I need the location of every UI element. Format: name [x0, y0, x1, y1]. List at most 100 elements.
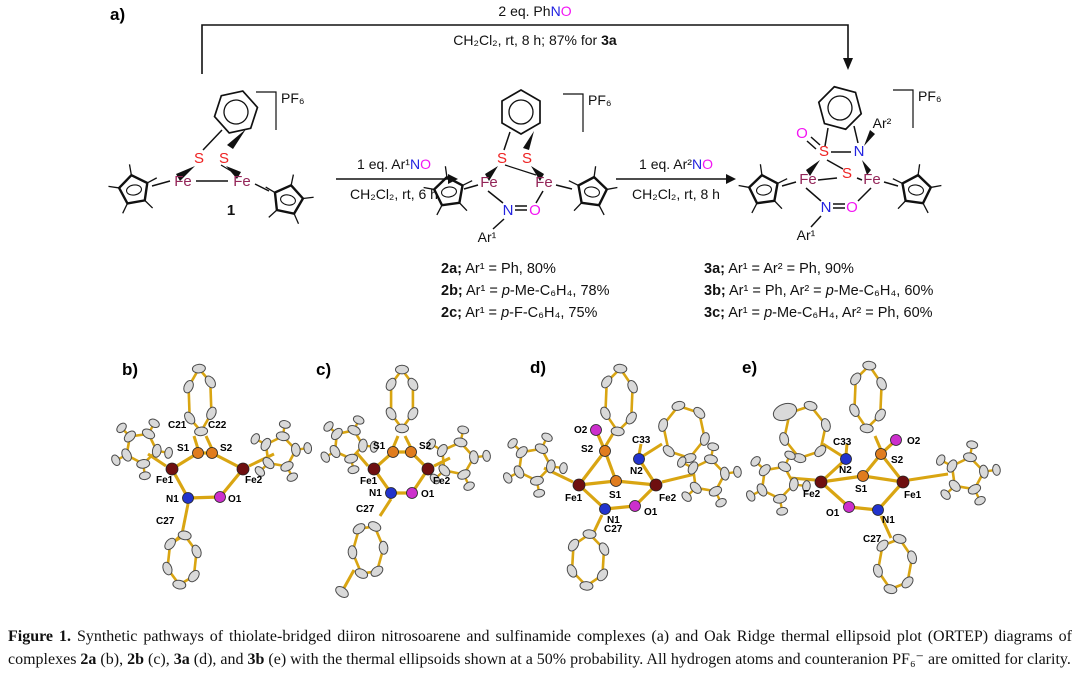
atom-label-o2: O2	[907, 436, 921, 447]
arrow1-reagent: 1 eq. Ar¹NO	[357, 156, 431, 172]
atom-label-s2: S2	[419, 441, 432, 452]
atom-label-s2: S2	[220, 443, 233, 454]
atom-label-n1: N1	[882, 515, 895, 526]
atom-o1	[406, 487, 418, 499]
panel-label-b: b)	[122, 360, 139, 379]
atom-fe2	[236, 462, 250, 476]
atom-label-fe2: Fe2	[659, 493, 677, 504]
atom-label-c33: C33	[632, 435, 651, 446]
ortep-panel-d: O2 S2 N2 Fe1 S1 Fe2 N1 O1 C33 C27	[502, 363, 742, 591]
atom-s2	[599, 445, 611, 457]
counterion-pf6: PF₆	[281, 90, 305, 106]
s3-iron-label: Fe	[863, 171, 881, 188]
structure-1: S S Fe Fe 1 PF₆	[104, 84, 319, 227]
counterion-pf6: PF₆	[588, 92, 612, 108]
atom-label-fe1: Fe1	[904, 490, 922, 501]
atom-label-o1: O1	[644, 507, 658, 518]
s2-sulfur-label: S	[522, 150, 532, 167]
s3-nitroso-oxygen-label: O	[846, 199, 858, 216]
atom-label-n1: N1	[607, 515, 620, 526]
atom-fe2	[649, 478, 663, 492]
structure-3: O S N Ar² S Fe Fe N O Ar¹	[734, 80, 946, 243]
salt-bracket	[893, 89, 914, 128]
atom-o1	[214, 491, 226, 503]
product-entry: 3b; Ar¹ = Ph, Ar² = p-Me-C₆H₄, 60%	[704, 283, 934, 299]
long-top-arrow	[201, 24, 853, 74]
products-2-list: 2a; Ar¹ = Ph, 80% 2b; Ar¹ = p-Me-C₆H₄, 78…	[441, 258, 610, 324]
panel-label-e: e)	[742, 358, 758, 377]
atom-label-o2: O2	[574, 425, 588, 436]
atom-o1	[843, 501, 855, 513]
reaction-scheme-svg: S S Fe Fe 1 PF₆ S S	[104, 24, 946, 245]
panel-label-d: d)	[530, 358, 547, 377]
top-arrow-reagent: 2 eq. PhNO	[498, 3, 572, 19]
atom-label-n1: N1	[166, 494, 179, 505]
s1-sulfur-label: S	[219, 150, 229, 167]
atom-n1	[385, 487, 397, 499]
s3-ar1-label: Ar¹	[797, 227, 816, 243]
atom-label-s1: S1	[177, 443, 190, 454]
ortep-panel-b: S1 S2 Fe1 Fe2 N1 O1 C21 C22 C27	[111, 363, 313, 590]
s1-iron-label: Fe	[174, 173, 192, 190]
atom-label-c21: C21	[168, 420, 187, 431]
s2-nitrogen-label: N	[503, 202, 514, 219]
atom-s1	[857, 470, 869, 482]
atom-label-fe1: Fe1	[565, 493, 583, 504]
atom-fe1	[896, 475, 910, 489]
atom-label-s1: S1	[609, 490, 622, 501]
atom-fe1	[165, 462, 179, 476]
figure-caption: Figure 1. Synthetic pathways of thiolate…	[8, 628, 1073, 668]
atom-label-fe1: Fe1	[360, 476, 378, 487]
reaction-arrow-1	[336, 174, 458, 184]
atom-label-c27: C27	[604, 524, 623, 535]
salt-bracket	[256, 91, 277, 130]
atom-n1	[872, 504, 884, 516]
atom-label-c33: C33	[833, 437, 852, 448]
reaction-arrow-2	[616, 174, 736, 184]
product-entry: 3c; Ar¹ = p-Me-C₆H₄, Ar² = Ph, 60%	[704, 305, 933, 321]
atom-label-s2: S2	[581, 444, 594, 455]
s2-iron-label: Fe	[480, 174, 498, 191]
atom-label-fe1: Fe1	[156, 475, 174, 486]
atom-label-s1: S1	[855, 484, 868, 495]
structure-2: S S Fe Fe N O Ar¹ PF₆	[419, 89, 622, 245]
products-3-list: 3a; Ar¹ = Ar² = Ph, 90% 3b; Ar¹ = Ph, Ar²…	[704, 258, 933, 324]
s3-nitroso-nitrogen-label: N	[821, 199, 832, 216]
s1-sulfur-label: S	[194, 150, 204, 167]
s3-ar2-label: Ar²	[873, 115, 892, 131]
atom-label-fe2: Fe2	[245, 475, 263, 486]
atom-label-c27: C27	[156, 516, 175, 527]
s3-sulfinyl-sulfur-label: S	[819, 143, 829, 160]
compound-1-number: 1	[227, 202, 235, 219]
atom-n1	[599, 503, 611, 515]
atom-fe2	[814, 475, 828, 489]
atom-label-n1: N1	[369, 488, 382, 499]
atom-fe2	[421, 462, 435, 476]
arrow2-reagent: 1 eq. Ar²NO	[639, 156, 713, 172]
atom-label-fe2: Fe2	[803, 489, 821, 500]
arrow1-conditions: CH₂Cl₂, rt, 6 h	[350, 186, 438, 202]
atom-n2	[840, 453, 852, 465]
s2-oxygen-label: O	[529, 202, 541, 219]
salt-bracket	[563, 93, 584, 132]
atom-s1	[387, 446, 399, 458]
atom-label-n2: N2	[839, 465, 852, 476]
atom-label-fe2: Fe2	[433, 476, 451, 487]
atom-label-s2: S2	[891, 455, 904, 466]
top-arrow-conditions: CH₂Cl₂, rt, 8 h; 87% for 3a	[453, 32, 617, 48]
s2-iron-label: Fe	[535, 174, 553, 191]
s1-iron-label: Fe	[233, 173, 251, 190]
atom-s2	[405, 446, 417, 458]
s3-iron-label: Fe	[799, 171, 817, 188]
panel-label-a: a)	[110, 5, 126, 24]
product-entry: 2b; Ar¹ = p-Me-C₆H₄, 78%	[441, 283, 610, 299]
atom-label-c27: C27	[863, 534, 882, 545]
s2-sulfur-label: S	[497, 150, 507, 167]
atom-label-o1: O1	[421, 489, 435, 500]
panel-label-c: c)	[316, 360, 332, 379]
atom-o1	[629, 500, 641, 512]
product-entry: 3a; Ar¹ = Ar² = Ph, 90%	[704, 261, 854, 277]
atom-label-s1: S1	[373, 441, 386, 452]
atom-fe1	[367, 462, 381, 476]
atom-fe1	[572, 478, 586, 492]
